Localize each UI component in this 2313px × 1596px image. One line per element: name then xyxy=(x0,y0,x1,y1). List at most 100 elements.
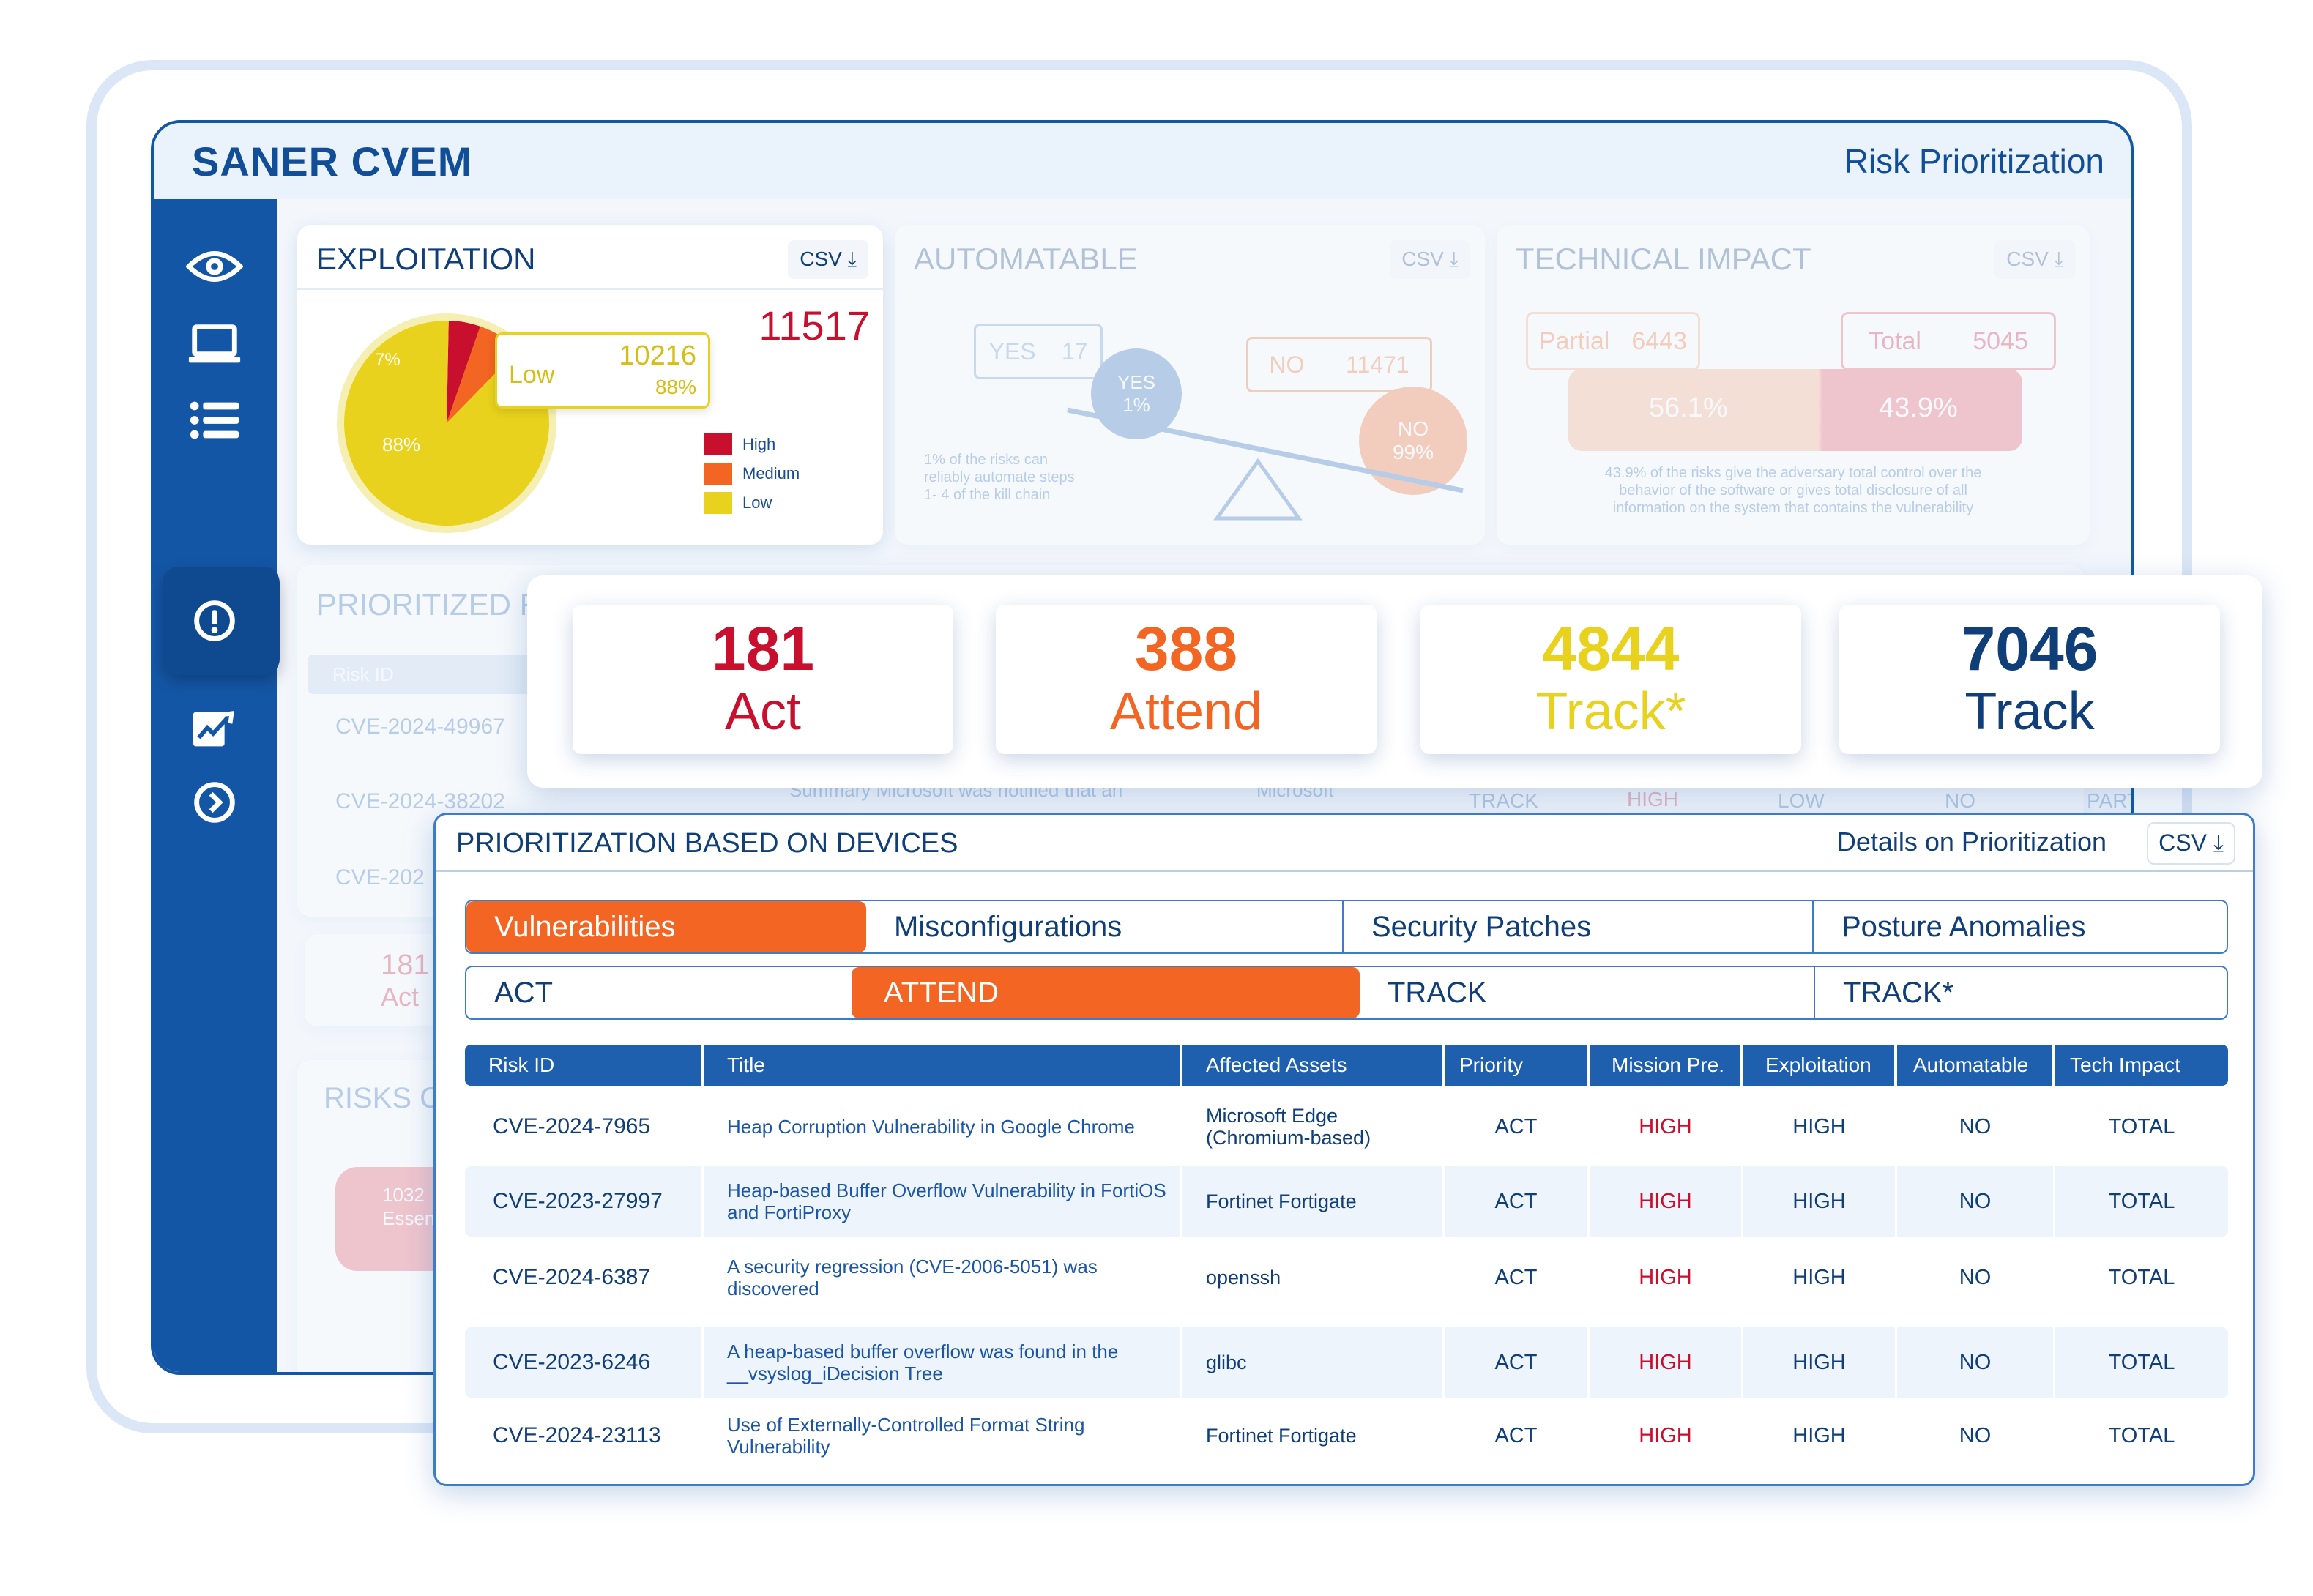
column-header[interactable]: Exploitation xyxy=(1743,1045,1894,1086)
column-header[interactable]: Tech Impact xyxy=(2055,1045,2228,1086)
mission-cell: HIGH xyxy=(1590,1092,1743,1162)
exploitation-total: 11517 xyxy=(759,302,870,348)
asset-cell: glibc xyxy=(1182,1327,1445,1398)
mini-stat-label: Act xyxy=(381,981,420,1012)
csv-label: CSV xyxy=(2006,247,2049,270)
priority-stats-panel: 181 Act 388 Attend 4844 Track* 7046 Trac… xyxy=(527,575,2262,788)
bg-risk-id: CVE-2024-38202 xyxy=(335,789,505,813)
table-row[interactable]: CVE-2023-6246 A heap-based buffer overfl… xyxy=(465,1327,2228,1398)
automatable-csv-button[interactable]: CSV ⤓ xyxy=(1390,240,1470,279)
legend-label: High xyxy=(742,435,776,453)
stat-number: 4844 xyxy=(1542,614,1680,683)
note-line: 1% of the risks can xyxy=(924,452,1048,468)
stat-label: Attend xyxy=(1109,682,1263,741)
tab-divider xyxy=(1342,901,1344,952)
yes-label: YES xyxy=(988,338,1036,365)
risk-id-cell[interactable]: CVE-2024-6387 xyxy=(465,1242,704,1313)
no-label: NO xyxy=(1269,351,1305,378)
app-header: SANER CVEM Risk Prioritization xyxy=(154,123,2131,199)
automatable-title: AUTOMATABLE xyxy=(914,242,1138,276)
stat-card-track-star[interactable]: 4844 Track* xyxy=(1420,605,1801,754)
no-bubble-label: NO xyxy=(1398,417,1429,440)
column-header[interactable]: Automatable xyxy=(1897,1045,2052,1086)
tab-misconfigurations[interactable]: Misconfigurations xyxy=(866,901,1342,952)
next-icon[interactable] xyxy=(185,779,245,826)
column-header[interactable]: Risk ID xyxy=(465,1045,701,1086)
yes-box: YES 17 xyxy=(974,324,1103,379)
tab-track-star[interactable]: TRACK* xyxy=(1815,967,2228,1018)
column-header[interactable]: Mission Pre. xyxy=(1590,1045,1740,1086)
eye-icon[interactable] xyxy=(185,243,245,290)
note-line: 43.9% of the risks give the adversary to… xyxy=(1604,465,1982,481)
title-cell: Use of Externally-Controlled Format Stri… xyxy=(704,1401,1182,1471)
note-line: information on the system that contains … xyxy=(1612,500,1974,516)
stat-label: Track* xyxy=(1535,682,1686,741)
tab-attend[interactable]: ATTEND xyxy=(852,967,1360,1018)
alert-icon[interactable] xyxy=(185,597,245,644)
total-box: Total 5045 xyxy=(1841,312,2056,370)
exploitation-card: EXPLOITATION CSV ⤓ 7% 88% Low 10216 88% … xyxy=(297,225,883,545)
no-value: 11471 xyxy=(1346,351,1409,378)
no-bubble-pct: 99% xyxy=(1392,441,1434,463)
list-icon[interactable] xyxy=(185,397,245,444)
tab-track[interactable]: TRACK xyxy=(1360,967,1814,1018)
table-row[interactable]: CVE-2023-27997 Heap-based Buffer Overflo… xyxy=(465,1166,2228,1237)
tab-label: TRACK xyxy=(1388,976,1487,1009)
pill-label: Essen xyxy=(382,1207,436,1229)
stat-card-attend[interactable]: 388 Attend xyxy=(996,605,1377,754)
category-tabs: Vulnerabilities Misconfigurations Securi… xyxy=(465,900,2228,954)
technical-impact-csv-button[interactable]: CSV ⤓ xyxy=(1994,240,2075,279)
csv-label: CSV xyxy=(2159,829,2207,856)
column-header[interactable]: Title xyxy=(704,1045,1180,1086)
impact-cell: TOTAL xyxy=(2108,1423,2175,1447)
bg-snippet-cell: LOW xyxy=(1778,789,1825,812)
legend-item-low: Low xyxy=(704,492,772,514)
legend-label: Low xyxy=(742,493,772,512)
risk-id-cell[interactable]: CVE-2023-27997 xyxy=(465,1166,704,1237)
automatable-cell: NO xyxy=(1897,1092,2055,1162)
yes-bubble: YES 1% xyxy=(1091,348,1182,439)
risk-id-cell[interactable]: CVE-2024-23113 xyxy=(465,1401,704,1471)
risk-id-cell[interactable]: CVE-2024-7965 xyxy=(465,1092,704,1162)
table-row[interactable]: CVE-2024-23113 Use of Externally-Control… xyxy=(465,1401,2228,1471)
technical-impact-card: TECHNICAL IMPACT CSV ⤓ 56.1% 43.9% Parti… xyxy=(1497,225,2090,545)
asset-cell: openssh xyxy=(1182,1242,1445,1313)
exploitation-csv-button[interactable]: CSV ⤓ xyxy=(788,240,868,279)
tab-vulnerabilities[interactable]: Vulnerabilities xyxy=(466,901,866,952)
details-link[interactable]: Details on Prioritization xyxy=(1836,827,2107,857)
title-cell: A heap-based buffer overflow was found i… xyxy=(704,1327,1182,1398)
note-line: behavior of the software or gives total … xyxy=(1619,482,1967,499)
stat-number: 388 xyxy=(1134,614,1238,683)
automatable-card: AUTOMATABLE CSV ⤓ YES 17 YES 1% NO 11471 NO… xyxy=(895,225,1485,545)
priority-tabs: ACT ATTEND TRACK TRACK* xyxy=(465,966,2228,1020)
no-bubble: NO 99% xyxy=(1359,387,1467,495)
tab-label: Misconfigurations xyxy=(894,910,1122,943)
bg-risk-id: CVE-202 xyxy=(335,865,425,890)
tab-label: TRACK* xyxy=(1843,976,1954,1009)
pie-label-low: 88% xyxy=(382,433,421,455)
table-row[interactable]: CVE-2024-6387 A security regression (CVE… xyxy=(465,1242,2228,1313)
title-cell: Heap-based Buffer Overflow Vulnerability… xyxy=(704,1166,1182,1237)
column-header[interactable]: Affected Assets xyxy=(1182,1045,1442,1086)
impact-cell: TOTAL xyxy=(2108,1114,2175,1138)
asset-cell: Fortinet Fortigate xyxy=(1182,1401,1445,1471)
risk-id-cell[interactable]: CVE-2023-6246 xyxy=(465,1327,704,1398)
devices-csv-button[interactable]: CSV ⤓ xyxy=(2147,822,2235,865)
column-header[interactable]: Priority xyxy=(1445,1045,1587,1086)
stat-card-track[interactable]: 7046 Track xyxy=(1839,605,2220,754)
technical-impact-title: TECHNICAL IMPACT xyxy=(1516,242,1811,276)
table-row[interactable]: CVE-2024-7965 Heap Corruption Vulnerabil… xyxy=(465,1092,2228,1162)
report-icon[interactable] xyxy=(185,704,245,751)
laptop-icon[interactable] xyxy=(185,321,245,368)
tab-label: Security Patches xyxy=(1371,910,1592,943)
sidebar-active-highlight xyxy=(163,567,280,675)
automatable-cell: NO xyxy=(1897,1327,2055,1398)
devices-title: PRIORITIZATION BASED ON DEVICES xyxy=(456,828,958,859)
download-icon: ⤓ xyxy=(847,247,857,270)
tab-divider xyxy=(1812,901,1814,952)
legend-item-medium: Medium xyxy=(704,463,800,485)
tab-act[interactable]: ACT xyxy=(466,967,852,1018)
tab-security-patches[interactable]: Security Patches xyxy=(1344,901,1812,952)
stat-card-act[interactable]: 181 Act xyxy=(573,605,953,754)
tab-posture-anomalies[interactable]: Posture Anomalies xyxy=(1814,901,2228,952)
